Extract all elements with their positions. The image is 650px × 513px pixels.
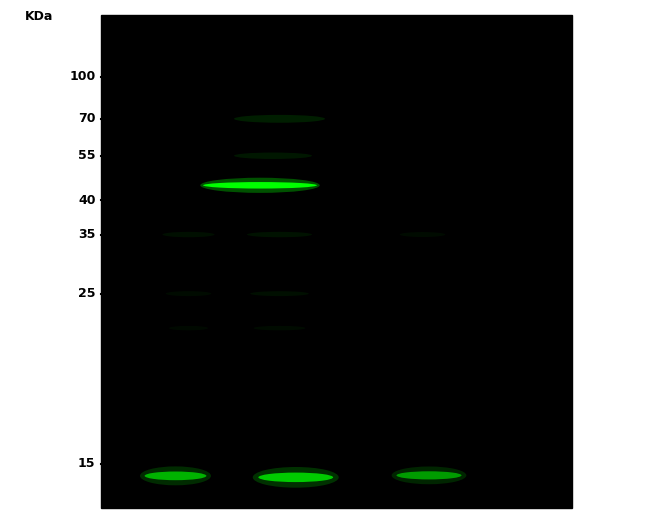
Ellipse shape xyxy=(253,467,339,488)
Ellipse shape xyxy=(203,182,317,189)
Ellipse shape xyxy=(162,232,214,237)
Ellipse shape xyxy=(140,466,211,485)
Ellipse shape xyxy=(259,472,333,482)
Text: KDa: KDa xyxy=(25,10,53,23)
Text: 55: 55 xyxy=(78,149,96,162)
Text: B: B xyxy=(332,28,344,46)
Text: A: A xyxy=(179,28,192,46)
Ellipse shape xyxy=(234,152,312,159)
Ellipse shape xyxy=(169,326,208,330)
Text: 35: 35 xyxy=(78,228,96,241)
Ellipse shape xyxy=(234,115,325,123)
Ellipse shape xyxy=(396,471,462,480)
Ellipse shape xyxy=(254,326,306,330)
Text: C: C xyxy=(478,28,490,46)
Text: 15: 15 xyxy=(78,457,96,470)
Bar xyxy=(101,15,572,508)
Ellipse shape xyxy=(200,177,320,193)
Text: 25: 25 xyxy=(78,287,96,300)
Ellipse shape xyxy=(247,232,312,237)
Text: 40: 40 xyxy=(78,193,96,207)
Ellipse shape xyxy=(400,232,445,237)
Ellipse shape xyxy=(166,291,211,296)
Text: 100: 100 xyxy=(70,70,96,84)
Ellipse shape xyxy=(250,291,309,296)
Text: 70: 70 xyxy=(78,112,96,125)
Ellipse shape xyxy=(391,466,467,484)
Ellipse shape xyxy=(144,471,207,480)
